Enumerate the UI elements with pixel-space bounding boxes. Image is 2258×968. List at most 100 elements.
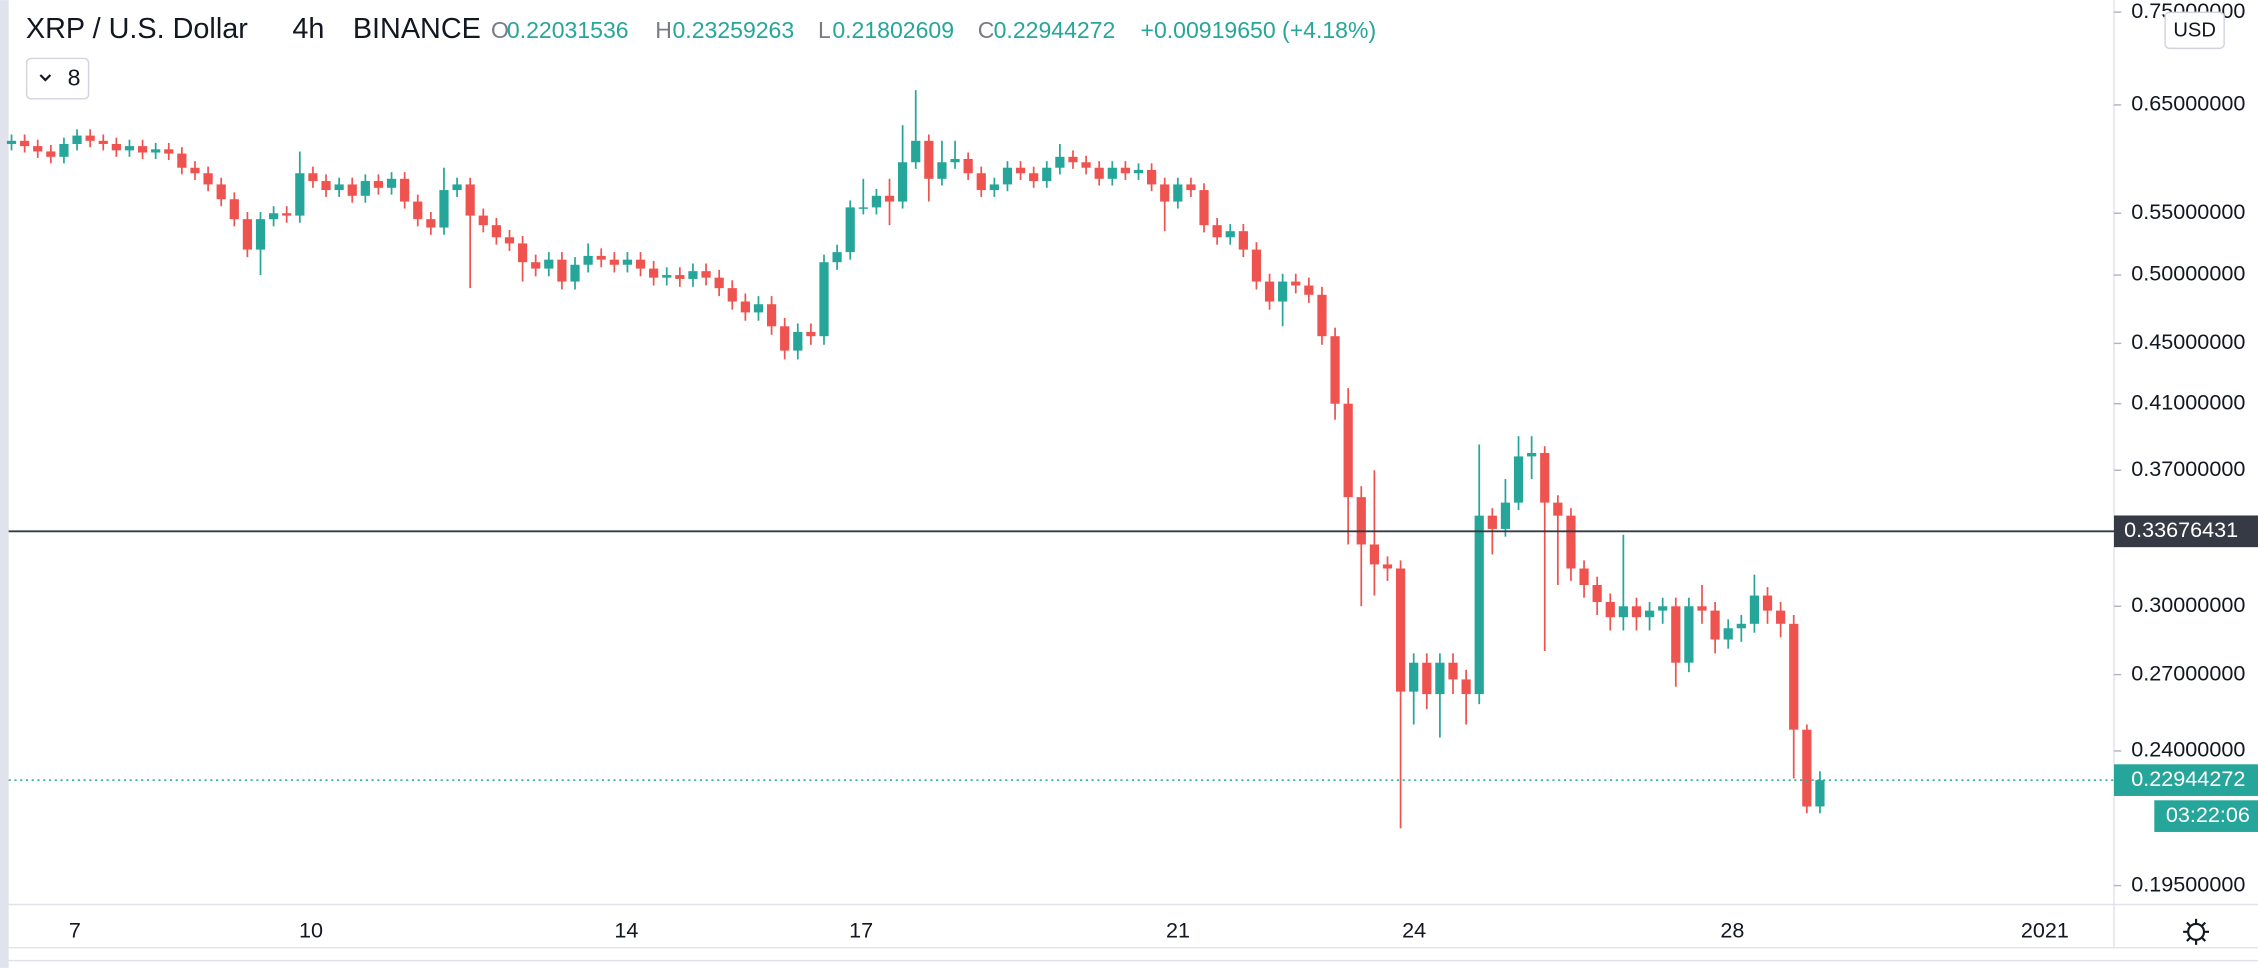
currency-button[interactable]: USD bbox=[2164, 11, 2225, 50]
candle-body bbox=[1094, 167, 1104, 179]
hline-label: 0.33676431 bbox=[2124, 517, 2238, 542]
candle-body bbox=[6, 140, 17, 144]
candle-body bbox=[1789, 623, 1799, 730]
candle-body bbox=[85, 135, 95, 141]
candle-body bbox=[190, 167, 200, 174]
candle-body bbox=[649, 268, 659, 278]
indicator-box[interactable] bbox=[25, 57, 90, 100]
change: +0.00919650 (+4.18%) bbox=[1141, 17, 1377, 43]
candle-body bbox=[360, 181, 370, 196]
candle-body bbox=[1251, 249, 1262, 282]
candle-body bbox=[321, 181, 331, 191]
candle-body bbox=[609, 259, 619, 265]
candle-body bbox=[1553, 502, 1563, 516]
ohlc-label: H bbox=[655, 17, 672, 43]
indicator-count: 8 bbox=[68, 64, 81, 90]
candle-body bbox=[1107, 167, 1117, 179]
candle-body bbox=[989, 184, 999, 191]
candle-body bbox=[1291, 281, 1301, 286]
candle-body bbox=[111, 143, 121, 151]
candle-body bbox=[583, 255, 593, 265]
candle-body bbox=[452, 184, 462, 191]
candle-body bbox=[137, 146, 148, 153]
candle-body bbox=[1160, 184, 1170, 202]
candle-body bbox=[1513, 456, 1524, 503]
candle-body bbox=[334, 184, 344, 191]
candle-body bbox=[386, 178, 397, 188]
candle-body bbox=[544, 259, 554, 269]
candle-body bbox=[1776, 610, 1786, 624]
candle-body bbox=[439, 190, 449, 228]
candle-body bbox=[845, 207, 855, 253]
candle-body bbox=[871, 195, 882, 208]
candle-body bbox=[1592, 585, 1602, 602]
candle-body bbox=[766, 304, 777, 327]
candle-body bbox=[491, 225, 501, 238]
indicator-toggle[interactable]: 8 bbox=[25, 57, 90, 100]
y-tick-label: 0.24000000 bbox=[2131, 737, 2245, 762]
candle-body bbox=[596, 255, 606, 260]
candle-body bbox=[688, 271, 698, 279]
gear-icon[interactable] bbox=[2187, 922, 2206, 941]
candle-body bbox=[1605, 601, 1615, 618]
candle-body bbox=[1435, 662, 1445, 695]
y-tick-label: 0.65000000 bbox=[2131, 91, 2245, 116]
candle-body bbox=[255, 219, 266, 250]
candle-body bbox=[898, 162, 908, 202]
left-edge bbox=[0, 0, 9, 968]
candle-body bbox=[1382, 564, 1393, 569]
candle-body bbox=[780, 326, 790, 351]
candle-body bbox=[1487, 515, 1497, 529]
y-tick-label: 0.50000000 bbox=[2131, 261, 2245, 286]
candle-body bbox=[819, 262, 829, 337]
candle-body bbox=[1002, 167, 1013, 185]
candle-body bbox=[1015, 167, 1026, 174]
candle-body bbox=[937, 162, 947, 179]
candle-body bbox=[1500, 502, 1511, 529]
candle-body bbox=[1278, 281, 1288, 302]
candle-body bbox=[1762, 595, 1773, 611]
candle-body bbox=[413, 201, 423, 220]
candle-body bbox=[1618, 606, 1628, 618]
candle-body bbox=[1068, 156, 1078, 163]
candle-body bbox=[753, 304, 764, 313]
candle-body bbox=[1317, 294, 1327, 337]
candle-body bbox=[662, 275, 672, 278]
candle-body bbox=[400, 178, 410, 202]
ohlc-label: L bbox=[818, 17, 831, 43]
candle-body bbox=[1225, 231, 1235, 238]
candle-body bbox=[1802, 729, 1812, 807]
candle-body bbox=[806, 331, 816, 337]
candle-body bbox=[33, 146, 43, 152]
candle-body bbox=[1212, 225, 1222, 238]
candle-body bbox=[1527, 452, 1537, 457]
candle-body bbox=[478, 215, 488, 226]
candle-body bbox=[20, 140, 30, 147]
candle-body bbox=[1199, 190, 1209, 226]
currency-box[interactable] bbox=[2164, 11, 2225, 50]
candle-body bbox=[675, 275, 685, 279]
candle-body bbox=[976, 173, 986, 191]
candle-body bbox=[465, 184, 475, 216]
candle-body bbox=[858, 207, 868, 209]
candle-body bbox=[295, 173, 305, 216]
candle-body bbox=[531, 262, 541, 269]
candle-body bbox=[570, 264, 580, 282]
candle-body bbox=[1304, 285, 1314, 295]
ohlc-value: 0.21802609 bbox=[832, 17, 954, 43]
x-tick-label: 21 bbox=[1166, 918, 1190, 943]
candle-body bbox=[373, 181, 384, 188]
candle-body bbox=[1749, 595, 1760, 624]
candle-body bbox=[1343, 403, 1353, 498]
candle-body bbox=[151, 149, 161, 153]
settings[interactable] bbox=[2183, 918, 2210, 945]
candle-body bbox=[1422, 662, 1432, 695]
candle-body bbox=[963, 158, 973, 174]
x-tick-label: 10 bbox=[299, 918, 323, 943]
candle-body bbox=[1671, 606, 1681, 663]
ohlc-value: 0.23259263 bbox=[673, 17, 795, 43]
candle-body bbox=[229, 199, 239, 220]
y-tick-label: 0.45000000 bbox=[2131, 329, 2245, 354]
candle-body bbox=[1579, 568, 1589, 586]
